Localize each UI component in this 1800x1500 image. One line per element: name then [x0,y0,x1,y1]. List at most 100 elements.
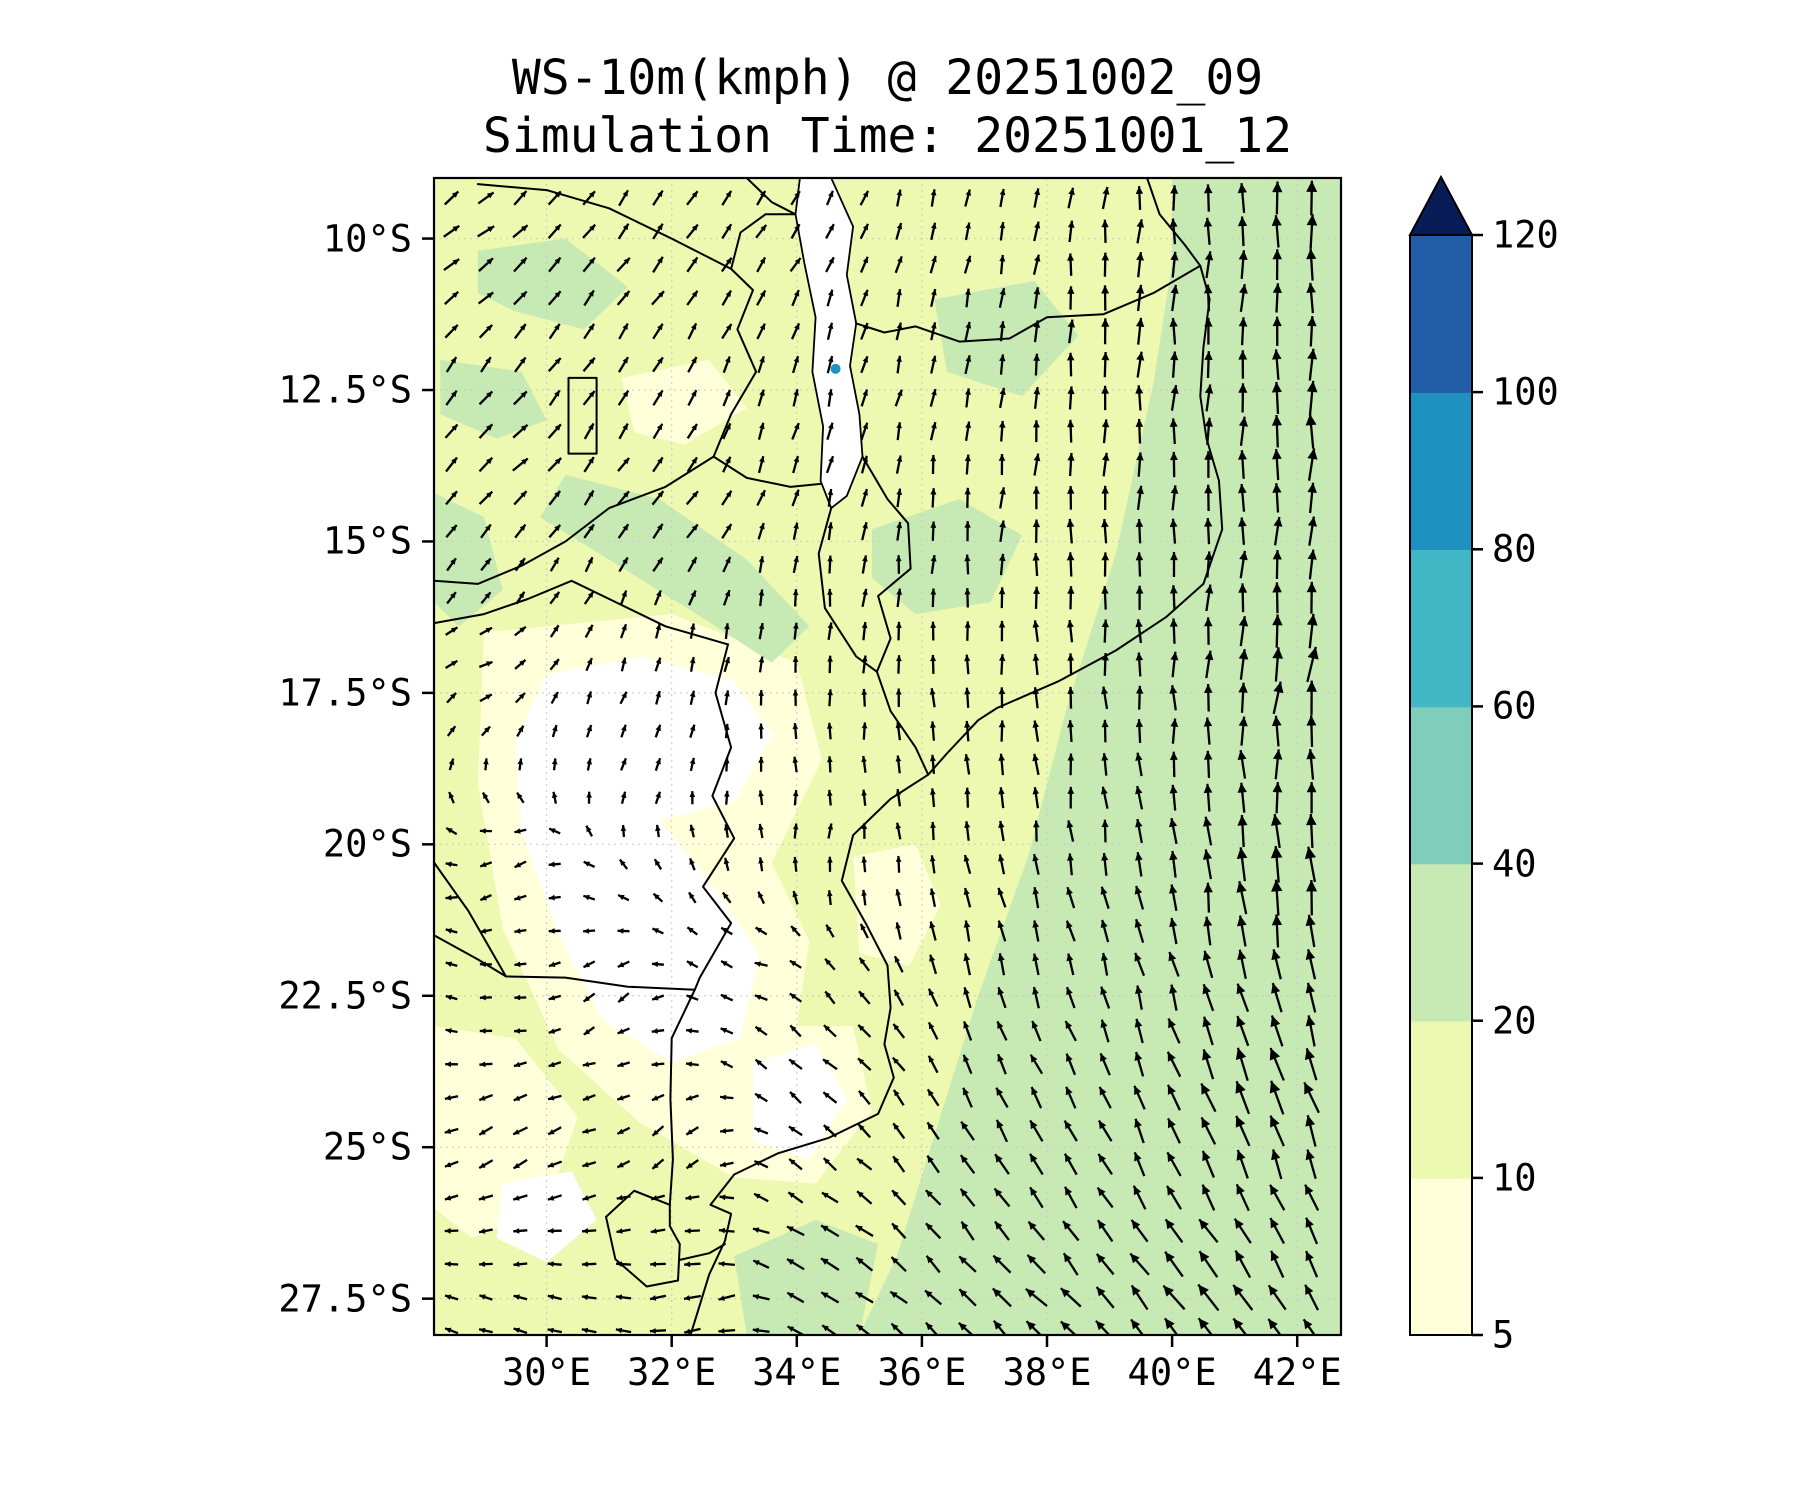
wind-arrow [890,1322,905,1335]
wind-arrow [786,1291,805,1304]
wind-arrow [514,928,527,934]
wind-arrow [480,523,492,539]
wind-arrow [861,521,868,541]
wind-arrow [927,988,939,1007]
colorbar-segment [1410,1020,1472,1179]
wind-arrow [891,1222,907,1239]
wind-arrow [1272,782,1283,814]
wind-arrow [445,626,459,636]
wind-arrow [548,389,561,407]
wind-arrow [478,490,494,505]
wind-arrow [1202,1049,1215,1080]
wind-arrow [548,323,561,340]
wind-arrow [861,555,868,574]
wind-arrow [791,289,800,307]
wind-arrow [1272,582,1282,614]
wind-arrow [445,490,458,506]
wind-arrow [652,323,664,340]
wind-arrow [479,1061,493,1068]
wind-arrow [1135,752,1143,777]
wind-arrow [758,823,764,839]
wind-arrow [547,457,563,472]
wind-arrow [930,554,937,574]
wind-arrow [1032,254,1041,275]
wind-arrow [719,1128,734,1134]
wind-arrow [548,524,562,539]
wind-arrow [929,421,937,441]
wind-arrow [1198,1250,1219,1278]
wind-arrow [1134,918,1145,944]
wind-arrow [689,824,695,838]
wind-arrow [652,256,664,274]
wind-arrow [1170,351,1179,378]
wind-arrow [1067,720,1074,742]
wind-arrow [1170,651,1179,678]
wind-arrow [1203,217,1213,246]
wind-arrow [684,1261,701,1268]
wind-arrow [1235,1047,1249,1082]
wind-arrow [1169,784,1178,811]
wind-arrow [1170,485,1179,511]
wind-arrow [959,1154,976,1174]
wind-arrow [964,354,972,375]
colorbar-tick-label: 120 [1492,213,1559,257]
wind-arrow [547,190,562,206]
wind-arrow [513,256,528,273]
wind-arrow [826,322,834,341]
wind-arrow [1306,380,1318,416]
wind-arrow [1305,1149,1317,1180]
wind-arrow [1067,586,1075,610]
wind-arrow [1135,619,1143,644]
wind-arrow [722,422,732,440]
wind-arrow [1236,880,1248,915]
wind-arrow [930,454,937,475]
wind-arrow [1238,450,1247,479]
wind-arrow [964,621,971,641]
wind-arrow [924,1189,942,1206]
wind-arrow [827,588,833,607]
wind-arrow [895,889,902,907]
wind-arrow [788,1158,803,1171]
wind-arrow [1065,920,1076,942]
wind-arrow [448,791,455,804]
wind-arrow [998,587,1006,609]
wind-arrow [445,928,458,934]
wind-arrow [998,620,1006,642]
wind-arrow [548,928,561,934]
colorbar-tick-label: 10 [1492,1156,1537,1200]
wind-arrow [1307,482,1317,514]
wind-arrow [1100,1019,1110,1043]
wind-arrow [860,389,869,407]
wind-arrow [1095,1253,1115,1276]
wind-arrow [686,290,699,306]
wind-arrow [1170,185,1179,211]
wind-arrow [789,992,802,1003]
wind-arrow [444,290,459,305]
wind-arrow [652,223,664,240]
wind-arrow [1307,448,1318,481]
colorbar-segment [1410,706,1472,865]
y-tick-label: 17.5°S [278,671,412,715]
x-tick-label: 32°E [627,1351,717,1394]
wind-arrow [581,1294,597,1301]
wind-arrow [754,926,768,936]
wind-arrow [787,1325,805,1335]
wind-arrow [1167,1117,1181,1144]
wind-arrow [859,223,870,240]
rovuma-border [855,264,1202,343]
wind-arrow [1067,220,1075,243]
wind-arrow [516,791,525,804]
wind-arrow [1305,1114,1317,1147]
wind-arrow [1271,914,1283,948]
wind-arrow [896,521,903,541]
wind-arrow [1203,717,1213,745]
wind-arrow [792,856,799,872]
wind-arrow [1136,284,1145,312]
wind-arrow [686,960,699,969]
wind-arrow [822,1058,838,1071]
wind-arrow [929,788,936,808]
wind-arrow [895,555,902,574]
wind-arrow [1063,1186,1078,1209]
wind-arrow [962,1087,973,1108]
wind-arrow [1032,653,1040,676]
